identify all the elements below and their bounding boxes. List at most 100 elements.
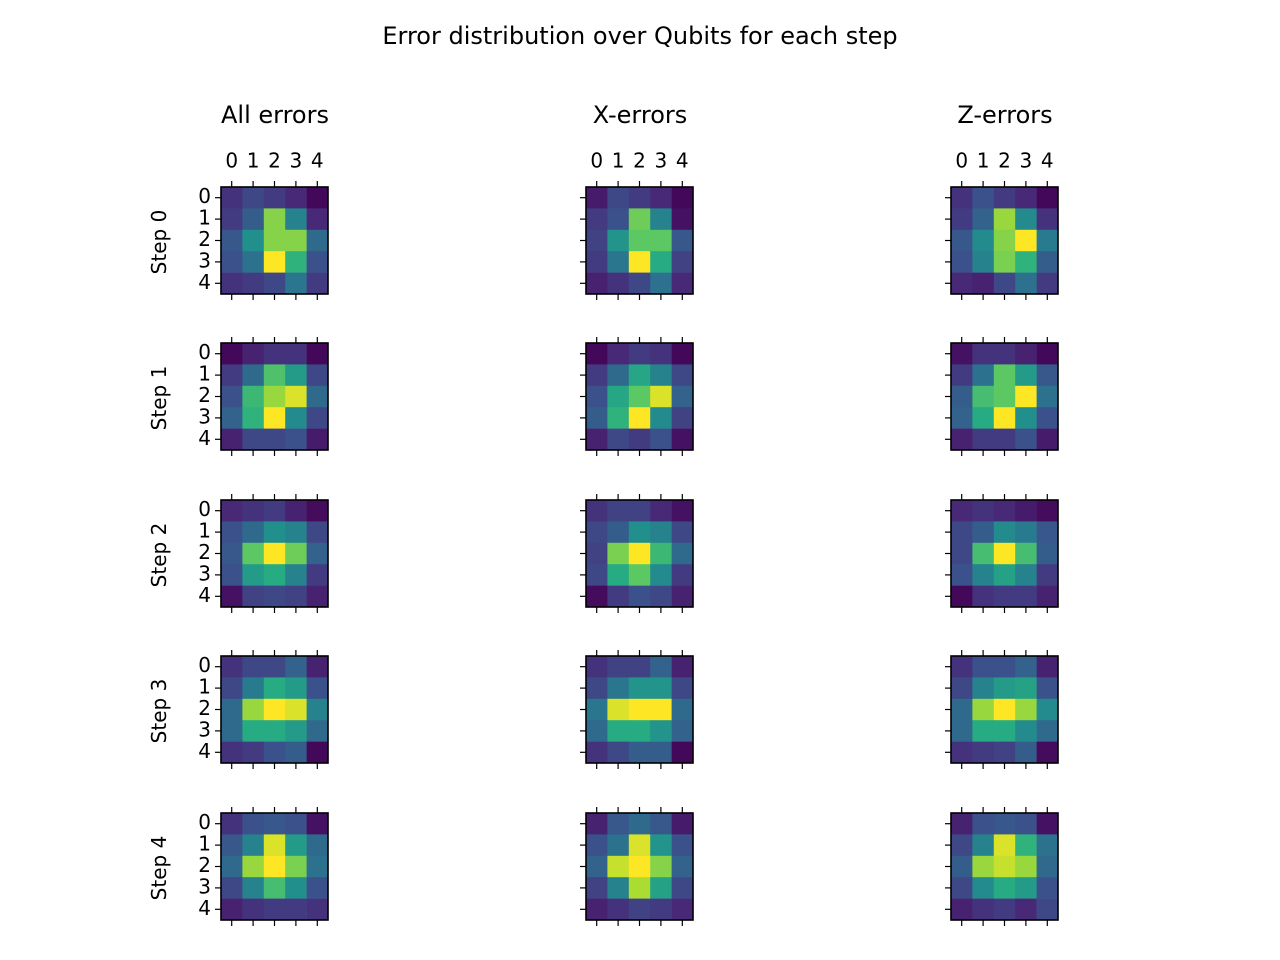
heatmap-cell (951, 385, 973, 408)
heatmap-cell (951, 521, 973, 544)
heatmap-cell (285, 272, 307, 295)
heatmap-cell (951, 656, 973, 678)
heatmap-cell (221, 208, 243, 231)
heatmap-cell (993, 521, 1016, 544)
heatmap-cell (972, 698, 995, 721)
y-tick-label: 1 (198, 206, 211, 230)
heatmap-cell (972, 229, 995, 252)
heatmap-cell (586, 208, 608, 231)
heatmap-cell (671, 898, 694, 921)
heatmap-cell (1036, 698, 1059, 721)
heatmap-cell (671, 813, 694, 835)
heatmap-cell (263, 521, 286, 544)
heatmap-cell (586, 521, 608, 544)
y-tick-label: 2 (198, 383, 211, 407)
heatmap-cell (1036, 585, 1059, 608)
heatmap-cell (628, 834, 651, 857)
heatmap-cell (1036, 564, 1059, 586)
heatmap-cell (1036, 720, 1059, 742)
heatmap-cell (221, 855, 243, 878)
heatmap-cell (1015, 855, 1037, 878)
heatmap-cell (1015, 229, 1037, 252)
heatmap-cell (628, 364, 651, 387)
heatmap-cell (242, 500, 265, 522)
heatmap-cell (951, 677, 973, 700)
column-title-all-errors: All errors (221, 101, 329, 129)
heatmap-cell (671, 407, 694, 429)
heatmap-cell (951, 343, 973, 365)
heatmap-cell (671, 698, 694, 721)
heatmap-cell (285, 542, 307, 565)
heatmap-panel-step-3-col-2 (945, 650, 1059, 769)
heatmap-cell (972, 585, 995, 608)
y-tick-label: 1 (198, 675, 211, 699)
heatmap-cell (607, 208, 630, 231)
heatmap-cell (607, 877, 630, 899)
heatmap-cell (221, 521, 243, 544)
heatmap-cell (993, 656, 1016, 678)
heatmap-cell (263, 741, 286, 764)
heatmap-cell (263, 272, 286, 295)
heatmap-cell (1015, 542, 1037, 565)
y-tick-label: 3 (198, 561, 211, 585)
heatmap-cell (285, 877, 307, 899)
heatmap-cell (951, 500, 973, 522)
y-tick-label: 2 (198, 853, 211, 877)
heatmap-cell (650, 585, 672, 608)
heatmap-cell (263, 187, 286, 209)
y-tick-label: 4 (198, 270, 211, 294)
heatmap-cell (242, 542, 265, 565)
heatmap-cell (1015, 428, 1037, 451)
heatmap-cell (1036, 521, 1059, 544)
x-tick-label: 3 (290, 149, 303, 173)
heatmap-cell (306, 521, 329, 544)
x-tick-label: 4 (311, 149, 324, 173)
x-tick-label: 1 (977, 149, 990, 173)
heatmap-cell (242, 834, 265, 857)
x-tick-label: 0 (225, 149, 238, 173)
heatmap-cell (607, 343, 630, 365)
heatmap-cell (221, 364, 243, 387)
x-tick-label: 1 (612, 149, 625, 173)
heatmap-cell (285, 585, 307, 608)
heatmap-cell (993, 834, 1016, 857)
heatmap-cell (263, 720, 286, 742)
heatmap-cell (586, 343, 608, 365)
heatmap-cell (1036, 677, 1059, 700)
heatmap-cell (306, 720, 329, 742)
heatmap-cell (951, 229, 973, 252)
heatmap-cell (628, 877, 651, 899)
heatmap-cell (993, 229, 1016, 252)
heatmap-cell (628, 677, 651, 700)
heatmap-cell (628, 272, 651, 295)
heatmap-cell (607, 585, 630, 608)
heatmap-cell (285, 364, 307, 387)
heatmap-cell (972, 656, 995, 678)
heatmap-panel-step-2-col-2 (945, 494, 1059, 613)
heatmap-cell (951, 364, 973, 387)
heatmap-cell (628, 251, 651, 273)
heatmap-cell (607, 428, 630, 451)
heatmap-cell (242, 656, 265, 678)
heatmap-cell (628, 656, 651, 678)
heatmap-cell (607, 364, 630, 387)
heatmap-cell (221, 585, 243, 608)
heatmap-cell (607, 741, 630, 764)
heatmap-cell (242, 877, 265, 899)
heatmap-cell (650, 208, 672, 231)
y-tick-label: 1 (198, 362, 211, 386)
heatmap-cell (1015, 698, 1037, 721)
heatmap-cell (221, 698, 243, 721)
y-tick-label: 0 (198, 810, 211, 834)
heatmap-cell (1015, 677, 1037, 700)
heatmap-cell (650, 500, 672, 522)
heatmap-cell (650, 385, 672, 408)
heatmap-cell (951, 542, 973, 565)
heatmap-cell (242, 187, 265, 209)
heatmap-cell (586, 720, 608, 742)
heatmap-cell (607, 187, 630, 209)
heatmap-cell (263, 877, 286, 899)
heatmap-cell (650, 877, 672, 899)
